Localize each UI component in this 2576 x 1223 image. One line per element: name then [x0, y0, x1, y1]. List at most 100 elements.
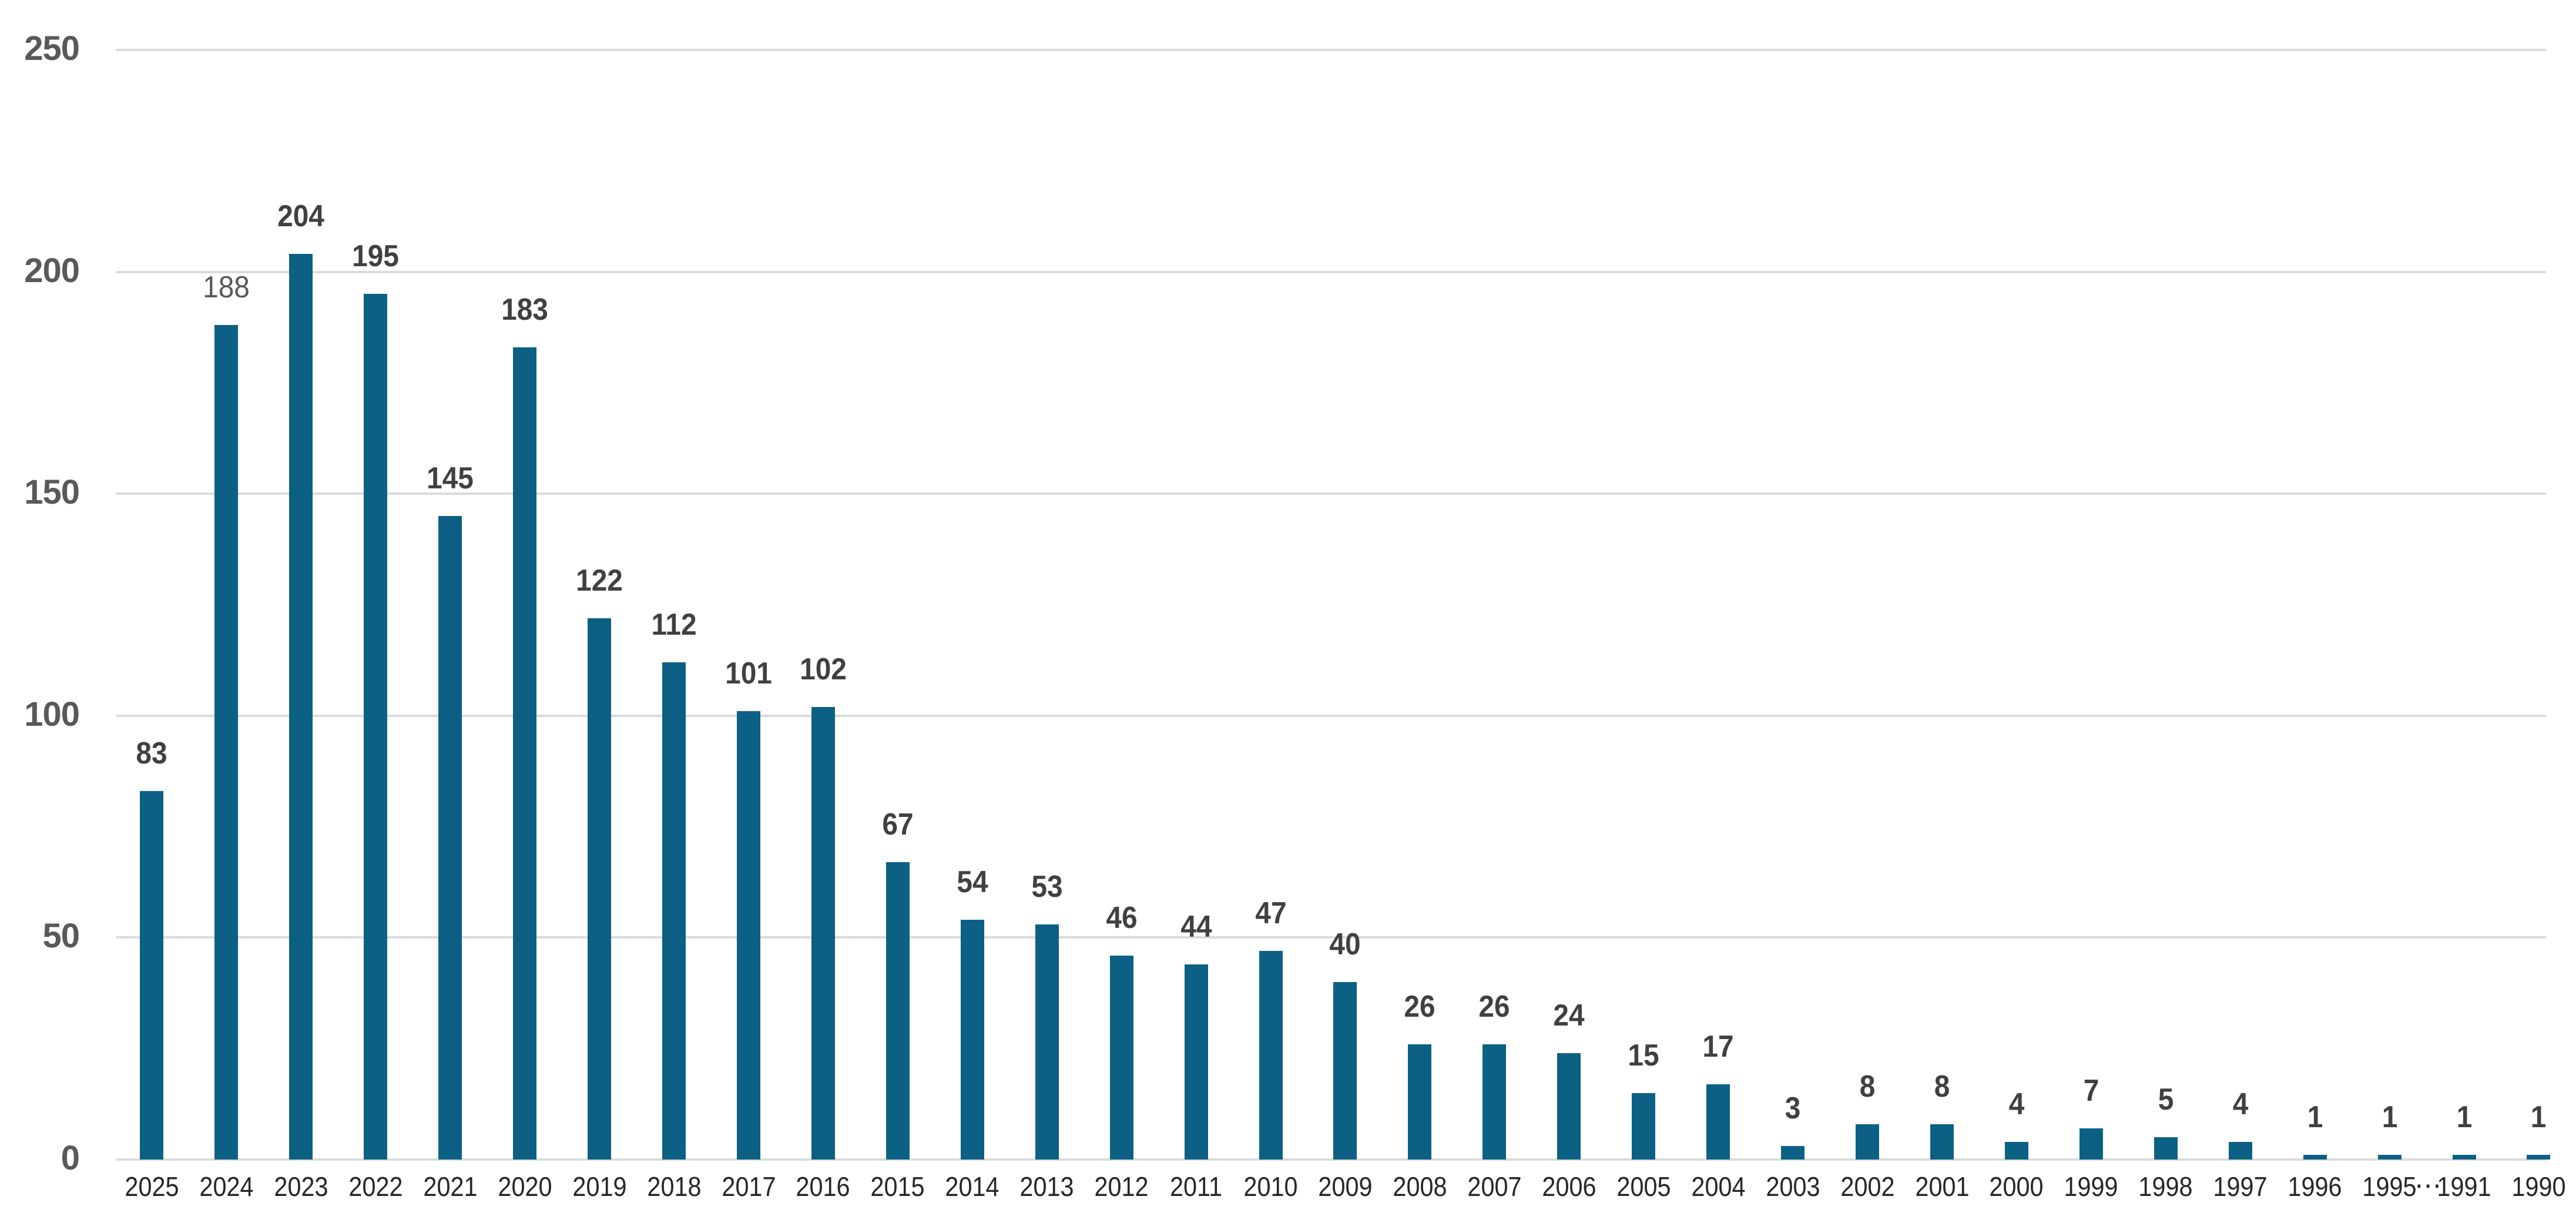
bar-value-label-1991: 1	[2456, 1100, 2472, 1134]
bar-slot-2025: 83	[115, 50, 189, 1160]
bar-value-label-2013: 53	[1031, 870, 1063, 904]
bar-2001	[1930, 1124, 1954, 1160]
bar-2024	[214, 325, 239, 1160]
x-axis-tick-label-2022: 2022	[348, 1171, 403, 1202]
bar-value-label-1995: 1	[2382, 1100, 2397, 1134]
x-axis-tick-label-2012: 2012	[1094, 1171, 1149, 1202]
gridline-0	[116, 1158, 2546, 1161]
gridline-200	[116, 270, 2546, 273]
bar-2021	[438, 516, 462, 1160]
bar-2000	[2004, 1142, 2028, 1160]
bar-value-label-2006: 24	[1553, 998, 1585, 1033]
bar-slot-1998: 5	[2128, 50, 2203, 1160]
bar-value-label-2012: 46	[1106, 901, 1138, 935]
bar-value-label-2021: 145	[427, 461, 474, 495]
bar-value-label-2005: 15	[1628, 1038, 1659, 1073]
bar-value-label-2000: 4	[2008, 1087, 2025, 1121]
y-axis-tick-label: 250	[24, 29, 80, 68]
bar-slot-2002: 8	[1830, 50, 1905, 1160]
bar-1990	[2527, 1155, 2551, 1160]
x-axis-tick-label-1999: 1999	[2064, 1171, 2118, 1202]
x-axis-tick-label-2003: 2003	[1766, 1171, 1820, 1202]
bar-slot-2011: 44	[1159, 50, 1233, 1160]
bar-2020	[513, 347, 537, 1160]
bar-value-label-2025: 83	[136, 736, 168, 770]
bar-value-label-2008: 26	[1404, 990, 1436, 1024]
x-axis-tick-label-2025: 2025	[125, 1171, 179, 1202]
x-axis: 2025 2024 2023 2022 2021 2020 2019 2018 2017 2016…	[115, 1171, 2576, 1208]
bar-2012	[1109, 956, 1133, 1160]
bar-2008	[1408, 1044, 1432, 1160]
x-axis-tick-label-2000: 2000	[1989, 1171, 2044, 1202]
bar-value-label-1996: 1	[2307, 1100, 2323, 1134]
bar-value-label-1990: 1	[2531, 1100, 2547, 1134]
bar-value-label-2017: 101	[725, 656, 772, 691]
bar-2005	[1632, 1093, 1656, 1160]
bar-1991	[2452, 1155, 2476, 1160]
x-axis-tick-label-1995: 1995	[2362, 1171, 2417, 1202]
bar-slot-1995: 1	[2352, 50, 2427, 1160]
bar-2019	[588, 618, 612, 1160]
bar-slot-1997: 4	[2203, 50, 2278, 1160]
y-axis-tick-label: 0	[61, 1138, 80, 1177]
x-axis-tick-label-2004: 2004	[1691, 1171, 1746, 1202]
x-axis-tick-label-2010: 2010	[1243, 1171, 1298, 1202]
bar-2007	[1482, 1044, 1507, 1160]
plot-area: 83 188 204 195 145 183 122 112 101 102 67 54 53 46 44 4…	[115, 50, 2576, 1160]
bar-slot-2016: 102	[786, 50, 860, 1160]
bar-2004	[1706, 1084, 1730, 1160]
bar-slot-2000: 4	[1979, 50, 2054, 1160]
bar-2010	[1259, 951, 1283, 1160]
bar-value-label-2011: 44	[1180, 910, 1212, 944]
bar-slot-2017: 101	[712, 50, 786, 1160]
bar-value-label-2020: 183	[501, 293, 549, 327]
bar-slot-1991: 1	[2427, 50, 2501, 1160]
bar-slot-1999: 7	[2054, 50, 2128, 1160]
bar-1998	[2154, 1137, 2178, 1160]
bar-slot-2012: 46	[1084, 50, 1159, 1160]
gridline-150	[116, 492, 2546, 495]
bar-1996	[2303, 1155, 2327, 1160]
bar-value-label-2018: 112	[651, 608, 697, 642]
x-axis-tick-label-2020: 2020	[498, 1171, 552, 1202]
bar-value-label-2022: 195	[352, 239, 400, 273]
bar-value-label-1999: 7	[2083, 1074, 2099, 1108]
bar-slot-2014: 54	[935, 50, 1009, 1160]
bar-slot-2022: 195	[338, 50, 413, 1160]
x-axis-tick-label-1991: 1991	[2437, 1171, 2491, 1202]
x-axis-tick-label-2011: 2011	[1170, 1171, 1223, 1202]
bar-value-label-2015: 67	[882, 807, 914, 842]
y-axis-tick-label: 100	[24, 695, 80, 733]
bar-slot-2018: 112	[637, 50, 712, 1160]
bar-value-label-1997: 4	[2232, 1087, 2249, 1121]
y-axis-tick-label: 50	[42, 917, 80, 956]
gridline-50	[116, 936, 2546, 939]
x-axis-tick-label-1998: 1998	[2138, 1171, 2193, 1202]
gridline-100	[116, 714, 2546, 717]
bar-slot-2019: 122	[562, 50, 637, 1160]
x-axis-tick-label-2019: 2019	[572, 1171, 627, 1202]
bar-slot-2020: 183	[488, 50, 562, 1160]
x-axis-tick-label-2023: 2023	[274, 1171, 328, 1202]
bar-value-label-2007: 26	[1478, 990, 1510, 1024]
bar-slot-2006: 24	[1532, 50, 1606, 1160]
bar-value-label-2001: 8	[1934, 1070, 1950, 1104]
x-axis-tick-label-2006: 2006	[1542, 1171, 1596, 1202]
bar-slot-2021: 145	[413, 50, 488, 1160]
y-axis-tick-label: 200	[24, 251, 80, 290]
x-axis-tick-label-1997: 1997	[2213, 1171, 2268, 1202]
bar-value-label-2002: 8	[1859, 1070, 1876, 1104]
bar-2022	[364, 294, 388, 1160]
x-axis-tick-label-2017: 2017	[721, 1171, 776, 1202]
bar-value-label-1998: 5	[2158, 1083, 2174, 1117]
bar-slot-2008: 26	[1383, 50, 1457, 1160]
bar-slot-2001: 8	[1905, 50, 1980, 1160]
bar-value-label-2014: 54	[957, 865, 988, 899]
bar-slot-2015: 67	[860, 50, 935, 1160]
x-axis-tick-label-2013: 2013	[1019, 1171, 1074, 1202]
bar-2016	[811, 707, 835, 1160]
x-axis-tick-label-1996: 1996	[2287, 1171, 2342, 1202]
bar-1997	[2228, 1142, 2252, 1160]
bar-value-label-2003: 3	[1785, 1091, 1801, 1125]
